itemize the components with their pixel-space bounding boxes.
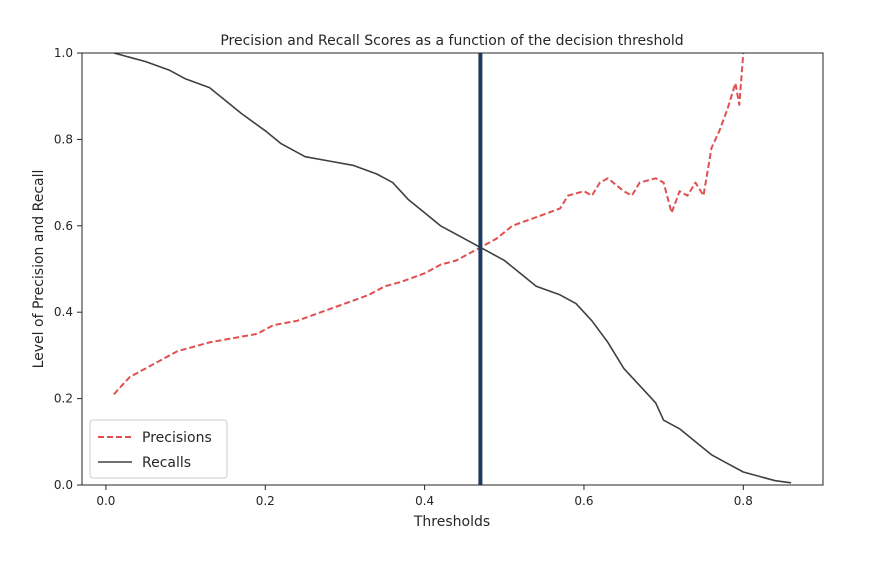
chart-title: Precision and Recall Scores as a functio…: [220, 33, 683, 49]
y-tick-label: 0.8: [54, 132, 73, 146]
y-tick-label: 0.0: [54, 478, 73, 492]
x-tick-label: 0.2: [256, 494, 275, 508]
legend-label-recalls: Recalls: [142, 455, 191, 471]
x-axis-title: Thresholds: [413, 514, 490, 530]
legend-label-precisions: Precisions: [142, 430, 212, 446]
x-tick-label: 0.0: [96, 494, 115, 508]
series-line-recalls: [113, 53, 792, 484]
y-tick-label: 0.4: [54, 305, 73, 319]
series-line-precisions: [113, 53, 745, 395]
y-tick-label: 0.6: [54, 219, 73, 233]
y-tick-label: 0.2: [54, 392, 73, 406]
legend-box: [89, 419, 228, 479]
x-tick-label: 0.6: [574, 494, 593, 508]
plot-frame: [81, 52, 824, 486]
y-axis-title: Level of Precision and Recall: [31, 170, 47, 369]
x-tick-label: 0.4: [415, 494, 434, 508]
y-tick-label: 1.0: [54, 46, 73, 60]
x-tick-label: 0.8: [734, 494, 753, 508]
legend: Precisions Recalls: [89, 419, 228, 479]
